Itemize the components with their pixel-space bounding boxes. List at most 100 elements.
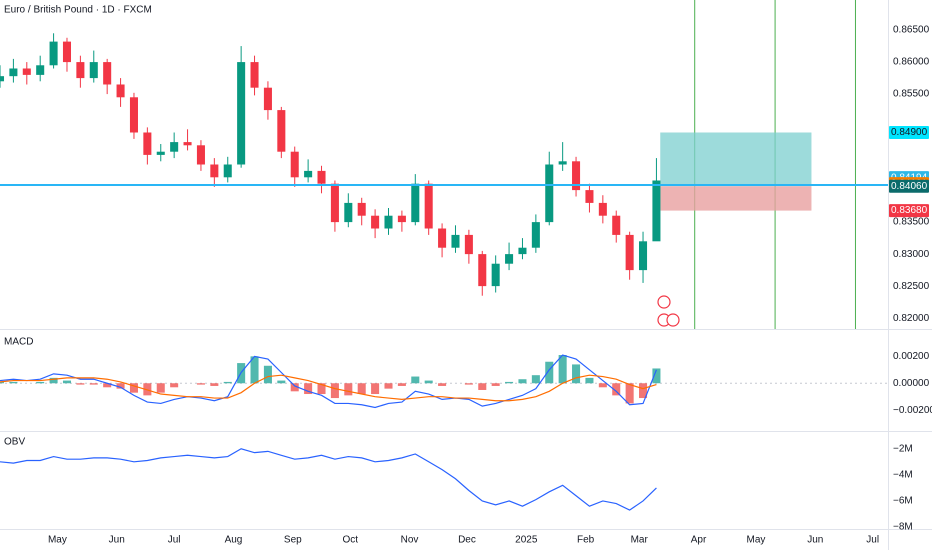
- x-tick-label: Aug: [225, 535, 243, 546]
- candle-body: [545, 164, 554, 223]
- candle-body: [625, 234, 634, 271]
- candle-body: [143, 132, 152, 155]
- price-label-bg: [889, 125, 929, 139]
- macd-histogram-bar: [625, 383, 634, 404]
- macd-histogram-bar: [76, 383, 85, 385]
- macd-histogram-bar: [317, 383, 326, 395]
- x-tick-label: Feb: [577, 535, 595, 546]
- candle-body: [62, 41, 72, 63]
- event-icon[interactable]: [666, 313, 680, 327]
- macd-histogram-bar: [424, 380, 433, 384]
- macd-histogram-bar: [210, 383, 219, 386]
- x-tick-label: 2025: [515, 535, 538, 546]
- candle-body: [156, 151, 165, 155]
- macd-histogram-bar: [170, 383, 179, 388]
- signal-line: [0, 374, 657, 402]
- candle-body: [598, 202, 607, 216]
- macd-histogram-bar: [250, 356, 259, 384]
- macd-histogram-bar: [545, 361, 554, 384]
- obv-line: [0, 448, 657, 511]
- candle-body: [196, 145, 205, 165]
- replay-icons[interactable]: [657, 295, 680, 327]
- candle-body: [518, 247, 527, 255]
- price-label-bg: [889, 204, 929, 218]
- chart-title: Euro / British Pound · 1D · FXCM: [4, 5, 152, 16]
- macd-histogram-bar: [103, 383, 112, 388]
- macd-histogram-bar: [330, 383, 339, 399]
- candle-body: [250, 62, 259, 88]
- macd-histogram-bar: [639, 383, 648, 399]
- x-tick-label: Jun: [807, 535, 823, 546]
- macd-histogram-bar: [277, 380, 286, 384]
- candle-body: [585, 190, 594, 203]
- macd-histogram-bar: [478, 383, 487, 390]
- macd-histogram-bar: [384, 383, 393, 389]
- macd-histogram-bar: [558, 355, 567, 384]
- candle-body: [397, 215, 406, 223]
- macd-histogram-bar: [143, 383, 152, 396]
- candle-body: [277, 110, 286, 152]
- candle-body: [612, 215, 621, 235]
- macd-histogram-bar: [531, 375, 540, 384]
- candle-body: [438, 228, 447, 248]
- macd-histogram-bar: [357, 383, 366, 395]
- event-icon[interactable]: [657, 295, 671, 309]
- macd-histogram-bar: [129, 383, 138, 393]
- macd-histogram-bar: [196, 383, 205, 385]
- candle-body: [424, 183, 433, 229]
- x-tick-label: Dec: [458, 535, 476, 546]
- macd-histogram-bar: [585, 377, 594, 384]
- macd-histogram-bar: [116, 383, 125, 389]
- macd-histogram-bar: [598, 383, 607, 388]
- x-tick-label: Jul: [168, 535, 181, 546]
- macd-histogram-bar: [371, 383, 380, 395]
- candle-body: [22, 68, 31, 75]
- y-tick-label: 0.00200: [893, 351, 930, 362]
- macd-histogram-bar: [304, 383, 313, 395]
- y-tick-label: 0.85500: [893, 89, 930, 100]
- candle-body: [639, 241, 648, 271]
- price-label: 0.84060: [891, 181, 928, 192]
- candle-body: [371, 215, 380, 229]
- candle-body: [451, 234, 460, 248]
- macd-histogram-bar: [518, 379, 527, 384]
- y-tick-label: −4M: [893, 469, 913, 480]
- macd-histogram-bar: [464, 383, 473, 385]
- macd-histogram-bar: [36, 381, 45, 384]
- candle-body: [478, 254, 487, 287]
- target-zone: [660, 132, 812, 187]
- candle-body: [223, 164, 232, 178]
- candle-body: [237, 62, 246, 165]
- candle-body: [330, 183, 339, 223]
- macd-histogram-bar: [397, 383, 406, 386]
- y-tick-label: −0.00200: [893, 405, 932, 416]
- x-tick-label: Jul: [866, 535, 879, 546]
- candle-body: [317, 170, 326, 184]
- macd-histogram-bar: [62, 380, 72, 384]
- candle-body: [531, 222, 540, 248]
- macd-histogram-bar: [0, 381, 5, 384]
- macd-title: MACD: [4, 337, 33, 348]
- candle-body: [304, 170, 313, 178]
- y-tick-label: 0.86000: [893, 57, 930, 68]
- candle-body: [183, 142, 192, 146]
- macd-histogram-bar: [89, 383, 98, 385]
- candle-body: [49, 41, 58, 66]
- x-tick-label: Mar: [631, 535, 649, 546]
- macd-histogram-bar: [290, 383, 299, 392]
- candle-body: [384, 215, 393, 229]
- macd-histogram-bar: [9, 381, 18, 384]
- candle-body: [652, 180, 661, 242]
- x-tick-label: Nov: [401, 535, 419, 546]
- x-tick-label: May: [48, 535, 67, 546]
- candle-body: [357, 202, 366, 216]
- candle-body: [464, 234, 473, 255]
- candle-body: [491, 263, 500, 287]
- candle-body: [210, 164, 219, 178]
- candle-body: [9, 68, 18, 77]
- macd-histogram-bar: [438, 383, 447, 386]
- macd-histogram-bar: [652, 368, 661, 384]
